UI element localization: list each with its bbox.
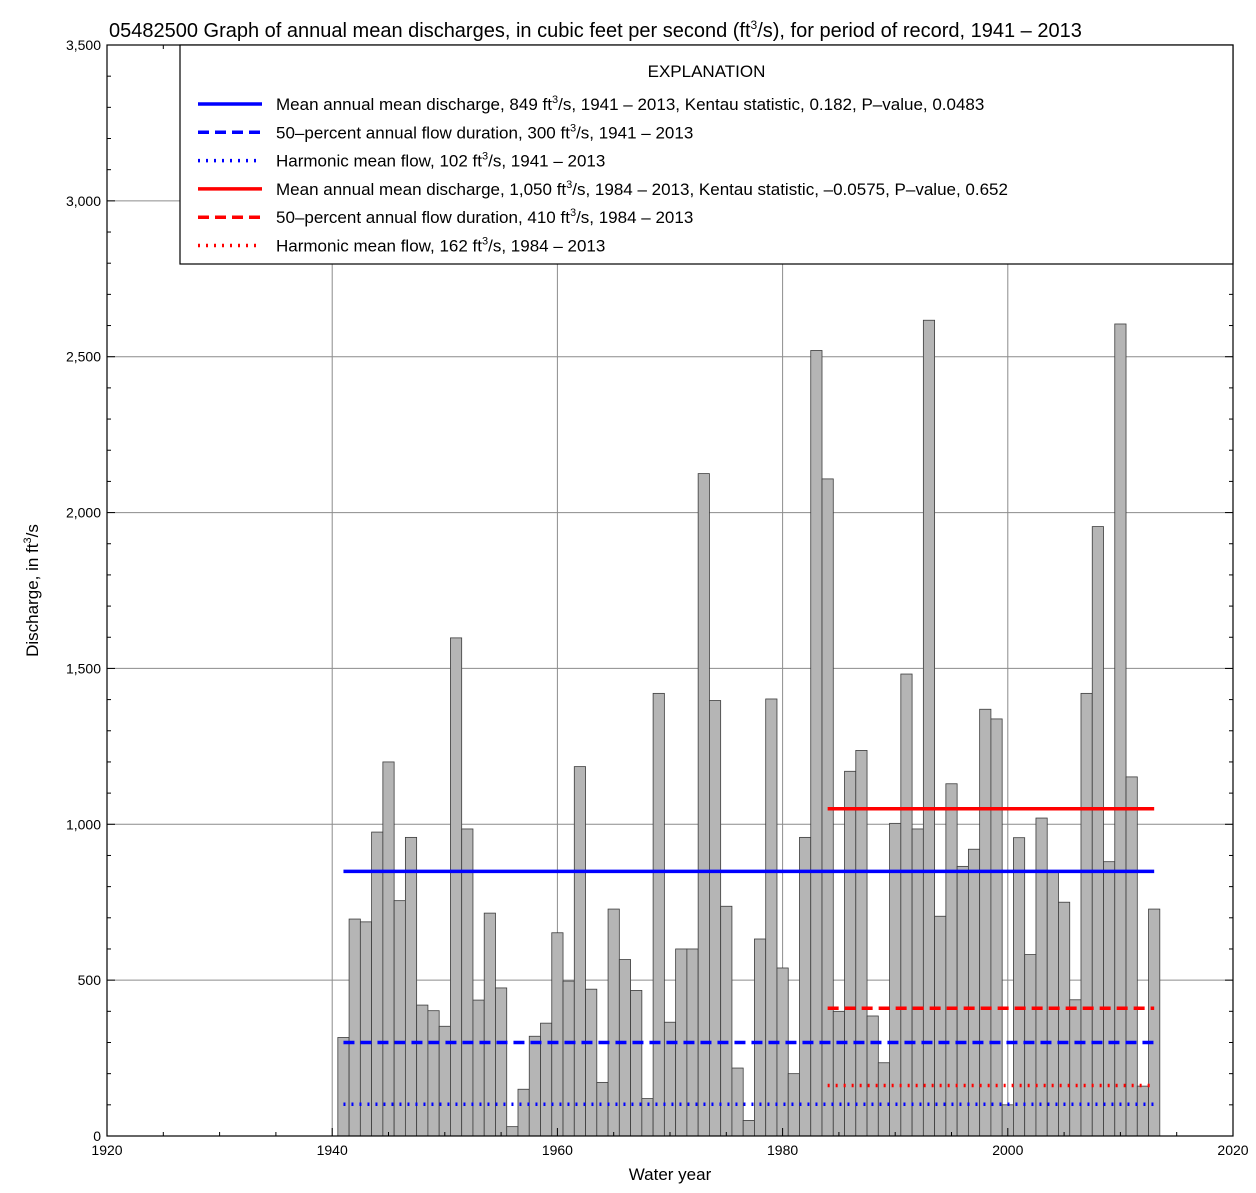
bar-1992 [911, 828, 924, 1137]
y-tick-label: 3,000 [66, 193, 101, 209]
bar-1976 [731, 1067, 744, 1137]
legend-box [179, 44, 1234, 265]
x-tick-label: 2020 [1217, 1142, 1248, 1158]
bar-1966 [618, 959, 631, 1137]
bar-1963 [585, 988, 598, 1137]
bar-1979 [765, 698, 778, 1137]
legend-title: EXPLANATION [648, 62, 766, 81]
y-tick-label: 500 [78, 972, 102, 988]
bar-1958 [528, 1035, 541, 1137]
bar-1962 [573, 766, 586, 1137]
x-tick-label: 1960 [542, 1142, 573, 1158]
bar-1969 [652, 692, 665, 1137]
bar-1943 [359, 921, 373, 1137]
bar-1974 [709, 700, 722, 1137]
x-tick-label: 2000 [992, 1142, 1023, 1158]
bar-1988 [866, 1015, 879, 1137]
bar-1999 [990, 718, 1003, 1137]
bar-2004 [1046, 870, 1059, 1137]
bar-2006 [1069, 999, 1082, 1137]
bar-1957 [517, 1088, 530, 1137]
legend: EXPLANATION Mean annual mean discharge, … [179, 44, 1234, 265]
bar-1965 [607, 908, 620, 1137]
bar-1952 [461, 828, 474, 1137]
y-tick-label: 0 [93, 1128, 101, 1144]
bar-2007 [1080, 692, 1093, 1137]
bar-1964 [596, 1081, 609, 1137]
chart-title: 05482500 Graph of annual mean discharges… [109, 18, 1082, 42]
bar-1986 [844, 770, 857, 1137]
bar-1946 [393, 900, 406, 1137]
bar-1945 [382, 761, 395, 1137]
bar-1989 [877, 1062, 890, 1137]
bar-1959 [540, 1022, 553, 1137]
legend-entry-5: 50–percent annual flow duration, 410 ft3… [276, 207, 693, 227]
bar-2009 [1103, 861, 1116, 1137]
bar-1983 [810, 350, 823, 1137]
bar-1941 [337, 1037, 350, 1137]
bar-1980 [776, 967, 789, 1137]
bar-1942 [348, 918, 361, 1137]
bar-1977 [742, 1120, 755, 1137]
bar-2011 [1125, 776, 1138, 1137]
bar-1997 [967, 848, 981, 1137]
x-tick-label: 1920 [91, 1142, 122, 1158]
bar-1951 [450, 637, 463, 1137]
bar-1996 [956, 865, 969, 1137]
y-tick-label: 1,500 [66, 660, 101, 676]
bar-1998 [979, 708, 992, 1137]
bar-2005 [1058, 901, 1071, 1137]
bar-1947 [404, 836, 418, 1137]
bar-1985 [832, 1010, 845, 1137]
bar-series [337, 319, 1161, 1137]
legend-entry-6: Harmonic mean flow, 162 ft3/s, 1984 – 20… [276, 236, 605, 256]
legend-entries: Mean annual mean discharge, 849 ft3/s, 1… [198, 94, 1008, 256]
bar-1949 [427, 1010, 440, 1137]
bar-1981 [787, 1073, 800, 1137]
bar-1993 [922, 319, 936, 1137]
y-axis-label: Discharge, in ft3/s [22, 524, 42, 657]
y-tick-label: 2,500 [66, 349, 101, 365]
reference-lines [343, 806, 1155, 1106]
bar-1970 [663, 1021, 677, 1137]
bar-1956 [506, 1126, 519, 1137]
bar-1978 [754, 938, 767, 1137]
bar-2013 [1148, 908, 1161, 1137]
axis-ticks: 0 500 1,000 1,500 2,000 2,500 3,000 3,500 1920 19… [66, 37, 1249, 1158]
y-tick-label: 1,000 [66, 816, 101, 832]
bar-1967 [630, 990, 643, 1137]
bar-2003 [1035, 817, 1048, 1137]
bar-1973 [697, 473, 710, 1137]
legend-entry-1: Mean annual mean discharge, 849 ft3/s, 1… [276, 94, 984, 114]
legend-entry-3: Harmonic mean flow, 102 ft3/s, 1941 – 20… [276, 151, 605, 171]
bar-1975 [720, 905, 733, 1137]
x-tick-label: 1980 [767, 1142, 798, 1158]
bar-1982 [799, 836, 812, 1137]
bar-2002 [1024, 954, 1037, 1137]
bar-2008 [1091, 526, 1104, 1137]
bar-1944 [371, 831, 384, 1137]
legend-entry-4: Mean annual mean discharge, 1,050 ft3/s,… [276, 179, 1008, 199]
bar-2001 [1013, 837, 1026, 1137]
x-axis-label: Water year [629, 1165, 712, 1184]
bar-1961 [562, 980, 575, 1137]
bar-1995 [945, 783, 958, 1137]
y-tick-label: 3,500 [66, 37, 101, 53]
bar-1991 [900, 673, 913, 1137]
bar-2010 [1114, 323, 1127, 1137]
y-tick-label: 2,000 [66, 505, 101, 521]
bar-2012 [1136, 1085, 1149, 1137]
bar-1953 [472, 999, 485, 1137]
bar-1948 [416, 1004, 429, 1137]
bar-1955 [495, 987, 508, 1137]
bar-1954 [483, 912, 496, 1137]
x-tick-label: 1940 [317, 1142, 348, 1158]
legend-entry-2: 50–percent annual flow duration, 300 ft3… [276, 122, 693, 142]
